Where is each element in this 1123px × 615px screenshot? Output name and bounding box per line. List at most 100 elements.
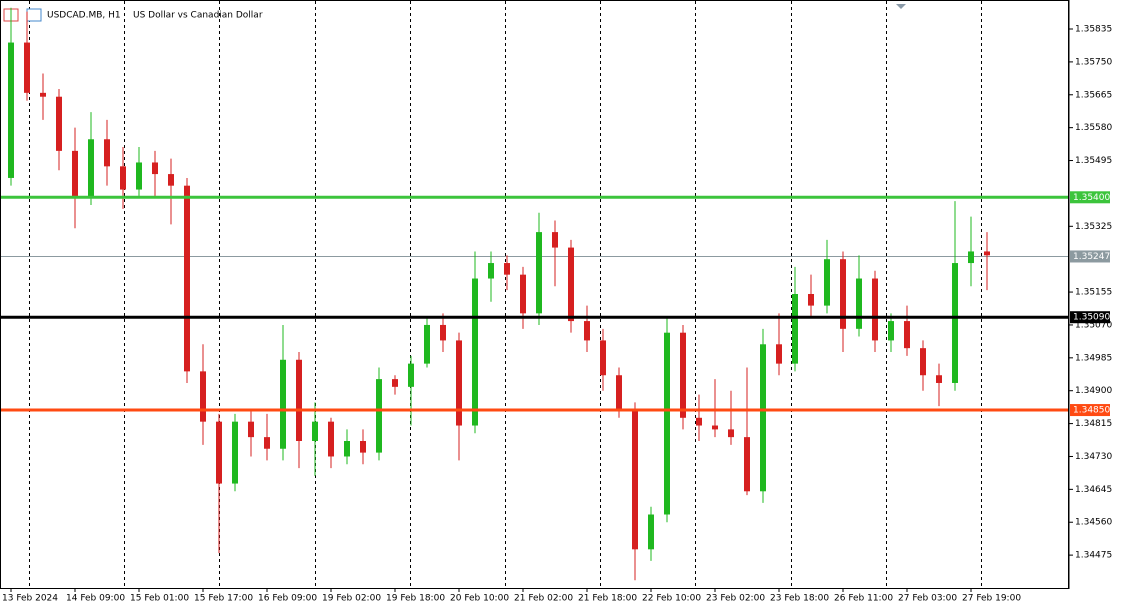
candle-body (120, 166, 126, 190)
candle-body (280, 359, 286, 449)
candle-body (168, 174, 174, 186)
candle-body (232, 421, 238, 484)
level-label: 1.34850 (1073, 406, 1110, 416)
candle-body (56, 96, 62, 151)
level-label: 1.35090 (1073, 313, 1110, 323)
candle-body (776, 344, 782, 364)
candle-body (904, 321, 910, 349)
x-tick-label: 21 Feb 02:00 (514, 594, 573, 604)
y-tick-label: 1.34730 (1075, 452, 1112, 462)
candle-body (24, 42, 30, 93)
candle-body (408, 363, 414, 387)
level-label: 1.35400 (1073, 193, 1110, 203)
x-tick-label: 16 Feb 09:00 (258, 594, 317, 604)
y-tick-label: 1.34815 (1075, 419, 1112, 429)
x-tick-label: 14 Feb 09:00 (66, 594, 125, 604)
x-tick-label: 19 Feb 18:00 (386, 594, 445, 604)
candle-body (200, 371, 206, 422)
x-tick-label: 15 Feb 01:00 (130, 594, 189, 604)
x-tick-label: 22 Feb 10:00 (642, 594, 701, 604)
candle-body (600, 340, 606, 376)
candle-body (360, 441, 366, 453)
candle-body (184, 185, 190, 372)
candle-body (344, 441, 350, 457)
candle-body (488, 263, 494, 279)
y-tick-label: 1.35580 (1075, 123, 1112, 133)
day-separators (29, 1, 982, 588)
candle-body (968, 251, 974, 264)
x-tick-label: 15 Feb 17:00 (194, 594, 253, 604)
candle-body (424, 324, 430, 364)
candle-body (88, 139, 94, 198)
y-tick-label: 1.35155 (1075, 288, 1112, 298)
candle-body (616, 375, 622, 411)
candle-body (840, 259, 846, 329)
candle-body (440, 324, 446, 341)
candle-body (696, 417, 702, 426)
y-tick-label: 1.34645 (1075, 485, 1112, 495)
candle-body (984, 251, 990, 256)
y-tick-label: 1.35070 (1075, 320, 1112, 330)
chart-title: USDCAD.MB, H1 (47, 11, 121, 21)
candle-body (392, 379, 398, 387)
chart-subtitle: US Dollar vs Canadian Dollar (133, 11, 263, 21)
candle-body (136, 162, 142, 190)
candle-body (456, 340, 462, 426)
x-tick-label: 27 Feb 03:00 (898, 594, 957, 604)
candle-body (712, 425, 718, 430)
y-tick-label: 1.35495 (1075, 156, 1112, 166)
price-label-box (1070, 250, 1110, 263)
candle-body (728, 429, 734, 438)
candle-body (552, 232, 558, 248)
candle-body (8, 42, 14, 178)
candle-body (808, 294, 814, 306)
candle-body (40, 92, 46, 97)
candle-body (584, 321, 590, 341)
candle-body (744, 437, 750, 492)
x-tick-label: 26 Feb 11:00 (834, 594, 893, 604)
candle-body (216, 421, 222, 484)
y-tick-label: 1.35665 (1075, 90, 1112, 100)
candle-body (568, 247, 574, 322)
candle-body (632, 410, 638, 550)
candle-body (152, 162, 158, 175)
x-tick-label: 21 Feb 18:00 (578, 594, 637, 604)
y-tick-label: 1.35750 (1075, 57, 1112, 67)
y-tick-label: 1.35325 (1075, 222, 1112, 232)
candle-body (264, 437, 270, 449)
candle-body (296, 359, 302, 441)
shift-marker[interactable] (896, 4, 906, 9)
level-label-box (1070, 191, 1110, 204)
x-tick-label: 20 Feb 10:00 (450, 594, 509, 604)
candle-body (72, 150, 78, 198)
y-tick-label: 1.34560 (1075, 518, 1112, 528)
candle-body (824, 259, 830, 306)
x-tick-label: 19 Feb 02:00 (322, 594, 381, 604)
candle-body (376, 379, 382, 453)
candle-body (520, 274, 526, 314)
candle-body (856, 278, 862, 329)
candle-body (104, 139, 110, 167)
candle-body (936, 375, 942, 383)
candle-body (312, 421, 318, 441)
y-tick-label: 1.34475 (1075, 551, 1112, 561)
candle-body (952, 263, 958, 383)
level-label-box (1070, 311, 1110, 324)
x-tick-label: 23 Feb 02:00 (706, 594, 765, 604)
candle-body (888, 321, 894, 341)
candle-body (328, 421, 334, 457)
level-label-box (1070, 404, 1110, 417)
candle-body (472, 278, 478, 426)
x-tick-label: 13 Feb 2024 (2, 594, 58, 604)
candle-body (792, 294, 798, 364)
candle-body (536, 232, 542, 314)
y-tick-label: 1.35835 (1075, 25, 1112, 35)
candle-body (248, 421, 254, 438)
candle-body (664, 332, 670, 515)
price-label: 1.35247 (1073, 252, 1110, 262)
x-tick-label: 23 Feb 18:00 (770, 594, 829, 604)
candle-body (872, 278, 878, 341)
chart-icon[interactable] (26, 8, 42, 22)
candle-body (648, 514, 654, 550)
